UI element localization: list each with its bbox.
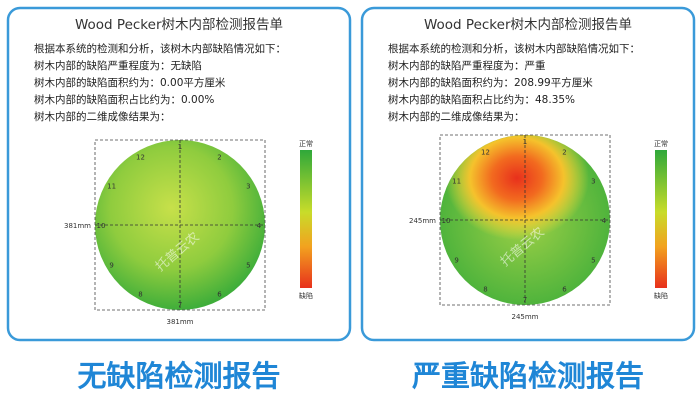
sensor-label: 11 [107,183,116,191]
sensor-label: 8 [483,285,487,293]
sensor-label: 10 [442,217,451,225]
caption: 严重缺陷检测报告 [412,359,644,393]
report-line: 树木内部的缺陷面积约为：0.00平方厘米 [34,76,226,89]
report-line: 树木内部的缺陷严重程度为：严重 [388,59,546,72]
dim-label: 381mm [167,318,194,326]
report-line: 根据本系统的检测和分析，该树木内部缺陷情况如下： [388,42,640,55]
report-line: 树木内部的缺陷严重程度为：无缺陷 [34,59,202,72]
sensor-label: 6 [562,285,567,293]
caption: 无缺陷检测报告 [77,359,280,393]
report-line: 树木内部的缺陷面积占比约为：0.00% [34,93,214,106]
sensor-label: 2 [217,154,221,162]
report-title: Wood Pecker树木内部检测报告单 [75,17,283,33]
sensor-label: 5 [246,262,250,270]
legend-label: 正常 [299,139,313,148]
sensor-label: 4 [257,222,262,230]
report-line: 树木内部的缺陷面积约为：208.99平方厘米 [388,76,593,89]
sensor-label: 10 [97,222,106,230]
sensor-label: 1 [523,138,527,146]
sensor-label: 5 [591,257,595,265]
dim-label: 381mm [64,222,91,230]
sensor-label: 12 [481,149,490,157]
dim-label: 245mm [409,217,436,225]
sensor-label: 2 [562,149,566,157]
sensor-label: 7 [523,296,527,304]
sensor-label: 3 [246,183,250,191]
sensor-label: 7 [178,301,182,309]
legend-label: 缺陷 [654,291,668,300]
legend-bar [655,150,667,288]
report-line: 树木内部的二维成像结果为： [34,110,171,123]
legend-bar [300,150,312,288]
sensor-label: 9 [454,257,458,265]
sensor-label: 11 [452,178,461,186]
sensor-label: 12 [136,154,145,162]
legend-label: 缺陷 [299,291,313,300]
report-line: 树木内部的缺陷面积占比约为：48.35% [388,93,575,106]
dim-label: 245mm [512,313,539,321]
sensor-label: 4 [602,217,607,225]
report-line: 树木内部的二维成像结果为： [388,110,525,123]
report-line: 根据本系统的检测和分析，该树木内部缺陷情况如下： [34,42,286,55]
sensor-label: 3 [591,178,595,186]
sensor-label: 8 [138,290,142,298]
sensor-label: 1 [178,143,182,151]
report-title: Wood Pecker树木内部检测报告单 [424,17,632,33]
legend-label: 正常 [654,139,668,148]
sensor-label: 6 [217,290,222,298]
sensor-label: 9 [109,262,113,270]
